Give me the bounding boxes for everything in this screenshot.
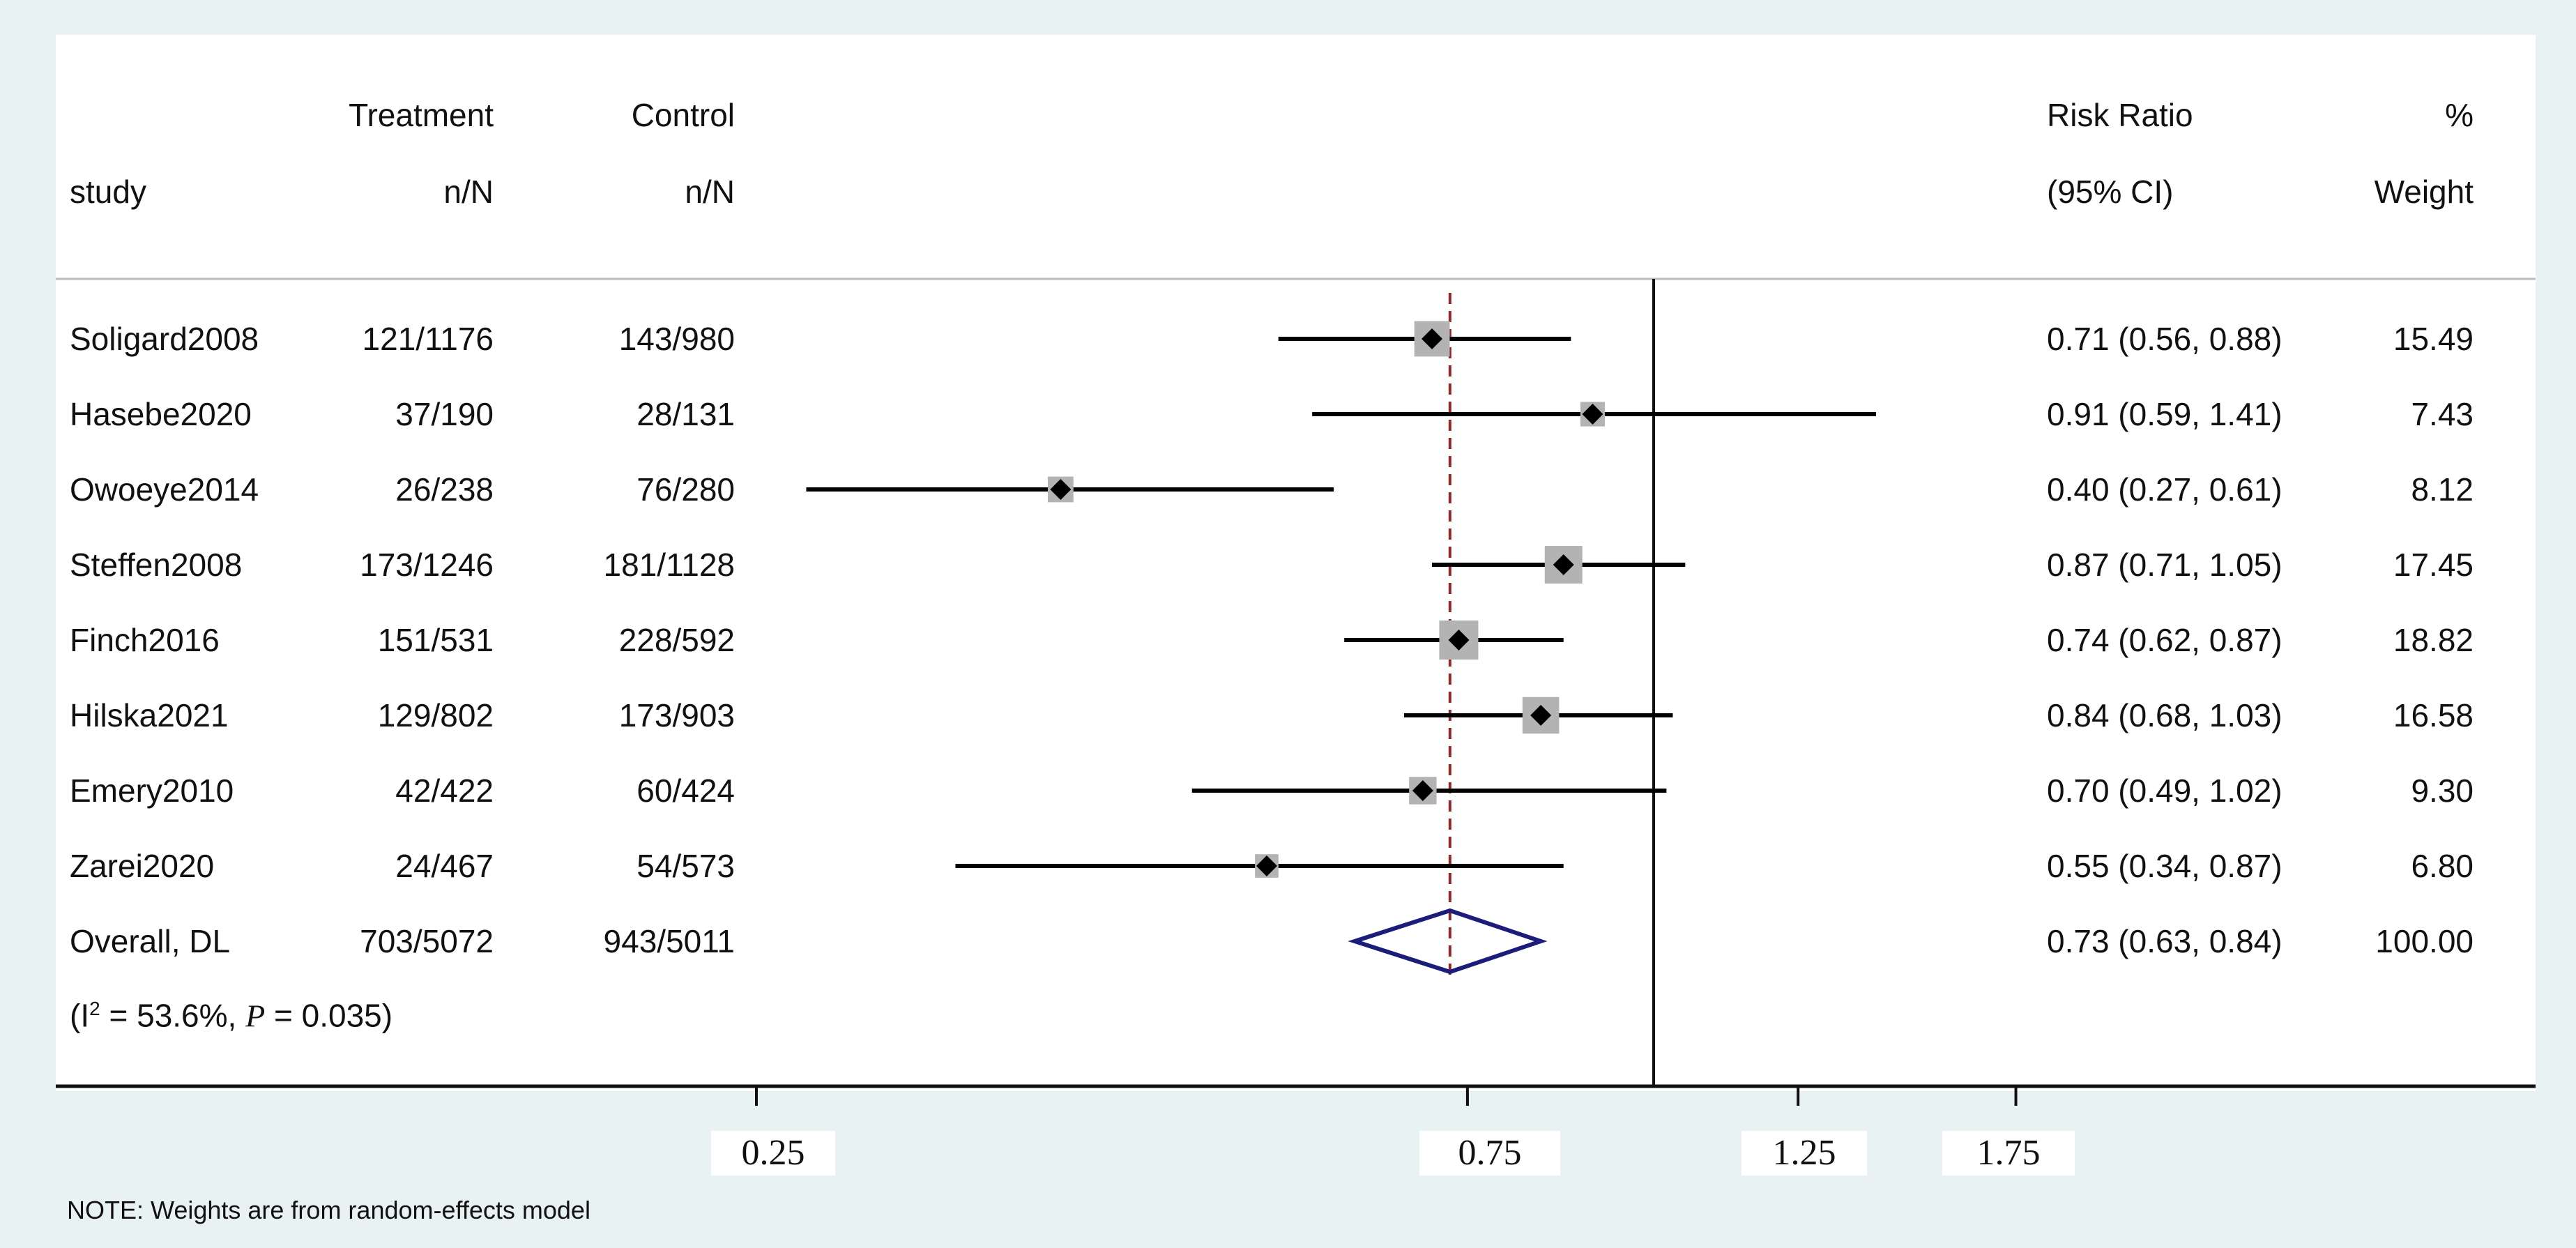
weight-value: 15.49	[2393, 321, 2474, 357]
overall-rr-ci: 0.73 (0.63, 0.84)	[2047, 923, 2282, 959]
control-value: 76/280	[637, 471, 735, 508]
weight-value: 9.30	[2411, 773, 2474, 809]
header-control-bottom: n/N	[685, 174, 735, 210]
rr-ci-value: 0.87 (0.71, 1.05)	[2047, 547, 2282, 583]
control-value: 173/903	[618, 697, 735, 733]
study-name: Finch2016	[70, 622, 220, 658]
treatment-value: 24/467	[395, 848, 494, 884]
footnote: NOTE: Weights are from random-effects mo…	[67, 1196, 590, 1224]
x-tick-label: 1.75	[1942, 1131, 2075, 1175]
study-name: Hilska2021	[70, 697, 229, 733]
overall-weight: 100.00	[2375, 923, 2474, 959]
rr-ci-value: 0.71 (0.56, 0.88)	[2047, 321, 2282, 357]
weight-value: 8.12	[2411, 471, 2474, 508]
treatment-value: 42/422	[395, 773, 494, 809]
rr-ci-value: 0.70 (0.49, 1.02)	[2047, 773, 2282, 809]
rr-ci-value: 0.55 (0.34, 0.87)	[2047, 848, 2282, 884]
treatment-value: 37/190	[395, 396, 494, 432]
weight-value: 18.82	[2393, 622, 2474, 658]
treatment-value: 129/802	[377, 697, 494, 733]
study-name: Zarei2020	[70, 848, 215, 884]
rr-ci-value: 0.40 (0.27, 0.61)	[2047, 471, 2282, 508]
point-estimate	[1412, 780, 1433, 801]
study-name: Steffen2008	[70, 547, 243, 583]
weight-value: 16.58	[2393, 697, 2474, 733]
study-name: Owoeye2014	[70, 471, 259, 508]
point-estimate	[1422, 328, 1443, 349]
treatment-value: 173/1246	[360, 547, 494, 583]
treatment-value: 121/1176	[362, 321, 494, 357]
treatment-value: 151/531	[377, 622, 494, 658]
study-name: Emery2010	[70, 773, 234, 809]
point-estimate	[1582, 404, 1603, 425]
study-name: Hasebe2020	[70, 396, 252, 432]
header-rr-bottom: (95% CI)	[2047, 174, 2174, 210]
control-value: 228/592	[618, 622, 735, 658]
point-estimate	[1553, 554, 1574, 575]
header-control-top: Control	[631, 97, 735, 133]
x-tick-label: 1.25	[1742, 1131, 1867, 1175]
rr-ci-value: 0.84 (0.68, 1.03)	[2047, 697, 2282, 733]
header-weight-top: %	[2445, 97, 2474, 133]
header-weight-bottom: Weight	[2374, 174, 2474, 210]
point-estimate	[1448, 630, 1470, 650]
study-name: Soligard2008	[70, 321, 259, 357]
overall-treatment: 703/5072	[360, 923, 494, 959]
weight-value: 6.80	[2411, 848, 2474, 884]
header-treatment-top: Treatment	[349, 97, 494, 133]
overall-label: Overall, DL	[70, 923, 231, 959]
header-rr-top: Risk Ratio	[2047, 97, 2193, 133]
plot-area	[56, 35, 2536, 1091]
control-value: 181/1128	[603, 547, 735, 583]
control-value: 143/980	[618, 321, 735, 357]
control-value: 60/424	[637, 773, 735, 809]
header-treatment-bottom: n/N	[443, 174, 494, 210]
point-estimate	[1530, 705, 1552, 726]
x-tick-label: 0.75	[1419, 1131, 1560, 1175]
header-study: study	[70, 174, 146, 210]
point-estimate	[1256, 855, 1277, 876]
heterogeneity-stat: (I2 = 53.6%, P = 0.035)	[70, 997, 393, 1034]
overall-control: 943/5011	[603, 923, 735, 959]
weight-value: 17.45	[2393, 547, 2474, 583]
rr-ci-value: 0.91 (0.59, 1.41)	[2047, 396, 2282, 432]
weight-value: 7.43	[2411, 396, 2474, 432]
control-value: 28/131	[637, 396, 735, 432]
x-tick-label: 0.25	[711, 1131, 835, 1175]
treatment-value: 26/238	[395, 471, 494, 508]
overall-diamond	[1348, 908, 1548, 975]
control-value: 54/573	[637, 848, 735, 884]
point-estimate	[1050, 479, 1072, 500]
rr-ci-value: 0.74 (0.62, 0.87)	[2047, 622, 2282, 658]
